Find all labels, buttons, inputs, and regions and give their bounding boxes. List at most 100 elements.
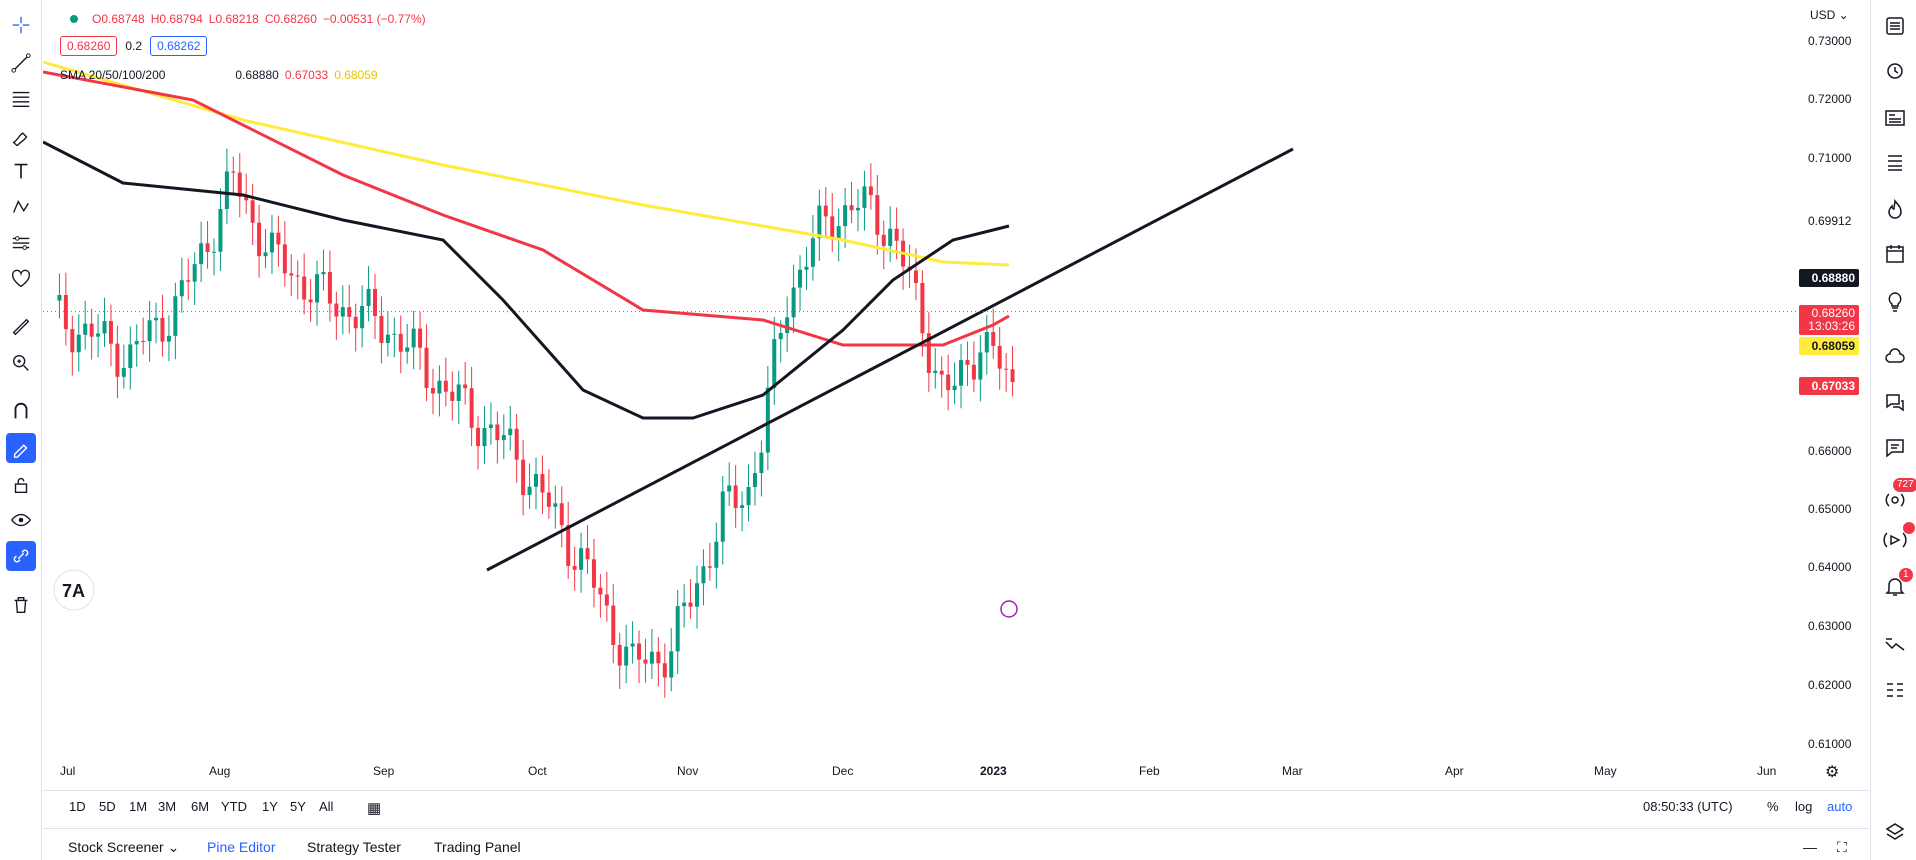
maximize-icon[interactable]: ⛶ — [1837, 839, 1847, 855]
currency-label: USD — [1810, 8, 1836, 22]
time-axis-label: 2023 — [980, 764, 1007, 778]
percent-toggle[interactable]: % — [1767, 799, 1779, 814]
sma-legend[interactable]: SMA 20/50/100/200 0.68880 0.67033 0.6805… — [60, 68, 378, 82]
candle-body — [508, 428, 513, 436]
tab-trading-panel[interactable]: Trading Panel — [434, 839, 521, 855]
last-price-tag: 0.68260 13:03:26 — [1799, 305, 1859, 335]
eye-icon[interactable] — [6, 505, 36, 535]
messages-icon[interactable] — [1881, 434, 1909, 462]
tab-stock-screener[interactable]: Stock Screener ⌄ — [68, 839, 180, 855]
trash-icon[interactable] — [6, 590, 36, 620]
data-window-icon[interactable] — [1881, 676, 1909, 704]
sell-button[interactable]: 0.68260 — [60, 36, 118, 56]
favorites-icon[interactable] — [6, 264, 36, 294]
candle-body — [315, 274, 320, 303]
stay-drawing-icon[interactable] — [6, 433, 36, 463]
candle-body — [727, 485, 732, 492]
timeframe-button[interactable]: 1Y — [262, 799, 278, 814]
candle-body — [334, 303, 339, 317]
calendar-list-icon[interactable] — [1881, 148, 1909, 176]
candle-body — [959, 360, 964, 386]
log-toggle[interactable]: log — [1795, 799, 1813, 814]
candle-body — [96, 333, 101, 337]
alarm-icon[interactable] — [1881, 56, 1909, 84]
timeframe-button[interactable]: 1M — [129, 799, 148, 814]
cloud-icon[interactable] — [1881, 342, 1909, 370]
candle-body — [624, 646, 629, 666]
candle-body — [746, 487, 751, 506]
tab-strategy-tester[interactable]: Strategy Tester — [307, 839, 401, 855]
timeframe-button[interactable]: 6M — [191, 799, 210, 814]
candle-body — [978, 352, 983, 380]
candle-body — [456, 384, 461, 401]
chats-icon[interactable] — [1881, 388, 1909, 416]
sma-label: SMA 20/50/100/200 — [60, 68, 166, 82]
ideas-icon[interactable] — [1881, 288, 1909, 316]
brush-tool-icon[interactable] — [6, 120, 36, 150]
text-tool-icon[interactable] — [6, 156, 36, 186]
trendline-tool-icon[interactable] — [6, 48, 36, 78]
ruler-icon[interactable] — [6, 312, 36, 342]
candle-body — [830, 216, 835, 240]
prediction-tool-icon[interactable] — [6, 228, 36, 258]
candle-body — [385, 334, 390, 343]
candle-body — [405, 347, 410, 352]
price-axis-label: 0.72000 — [1808, 92, 1852, 106]
layers-icon[interactable] — [1881, 818, 1909, 846]
zoom-icon[interactable] — [6, 348, 36, 378]
tab-pine-editor[interactable]: Pine Editor — [207, 839, 276, 855]
news-icon[interactable] — [1881, 104, 1909, 132]
chart-settings-icon[interactable]: ⚙ — [1825, 764, 1840, 781]
timeframe-button[interactable]: 5D — [99, 799, 116, 814]
right-toolbar: 727 1 — [1870, 0, 1916, 860]
live-icon[interactable] — [1881, 526, 1909, 554]
candle-body — [791, 287, 796, 318]
candle-body — [740, 505, 745, 509]
candle-body — [63, 294, 68, 330]
link-icon[interactable] — [6, 541, 36, 571]
candle-body — [598, 587, 603, 595]
hotlist-icon[interactable] — [1881, 196, 1909, 224]
candle-body — [514, 428, 519, 460]
trading-icon[interactable] — [1881, 630, 1909, 658]
candle-body — [340, 307, 345, 317]
currency-selector[interactable]: USD ⌄ — [1810, 8, 1849, 22]
lock-icon[interactable] — [6, 470, 36, 500]
minimize-icon[interactable]: — — [1803, 839, 1817, 855]
streams-icon[interactable] — [1881, 486, 1909, 514]
clock[interactable]: 08:50:33 (UTC) — [1643, 799, 1733, 814]
auto-toggle[interactable]: auto — [1827, 799, 1853, 814]
candle-body — [772, 339, 777, 388]
watchlist-icon[interactable] — [1881, 12, 1909, 40]
timeframe-button[interactable]: 5Y — [290, 799, 306, 814]
candle-body — [250, 200, 255, 223]
candle-body — [224, 171, 229, 209]
buy-button[interactable]: 0.68262 — [150, 36, 208, 56]
legend-change: −0.00531 (−0.77%) — [322, 12, 426, 26]
notifications-icon[interactable] — [1881, 572, 1909, 600]
timeframe-button[interactable]: YTD — [221, 799, 247, 814]
date-range-icon[interactable]: ▦ — [367, 800, 382, 817]
tradingview-logo-mark: 7A — [62, 581, 85, 601]
chart-canvas[interactable]: 7A — [43, 0, 1869, 790]
legend-close: C0.68260 — [264, 12, 317, 26]
fib-tool-icon[interactable] — [6, 84, 36, 114]
timeframe-button[interactable]: 3M — [158, 799, 177, 814]
timeframe-button[interactable]: All — [319, 799, 334, 814]
timeframe-button[interactable]: 1D — [69, 799, 86, 814]
chart-area[interactable]: 7A — [43, 0, 1869, 790]
candle-body — [965, 360, 970, 365]
sma-value-yellow: 0.68059 — [334, 68, 378, 82]
candle-body — [205, 243, 210, 252]
candle-body — [591, 559, 596, 588]
magnet-icon[interactable] — [6, 396, 36, 426]
candle-body — [849, 205, 854, 211]
candle-body — [894, 228, 899, 241]
candle-body — [430, 388, 435, 394]
calendar-icon[interactable] — [1881, 240, 1909, 268]
candle-body — [186, 280, 191, 282]
candle-body — [488, 424, 493, 428]
crosshair-icon[interactable] — [6, 10, 36, 40]
candle-body — [173, 296, 178, 336]
pattern-tool-icon[interactable] — [6, 192, 36, 222]
